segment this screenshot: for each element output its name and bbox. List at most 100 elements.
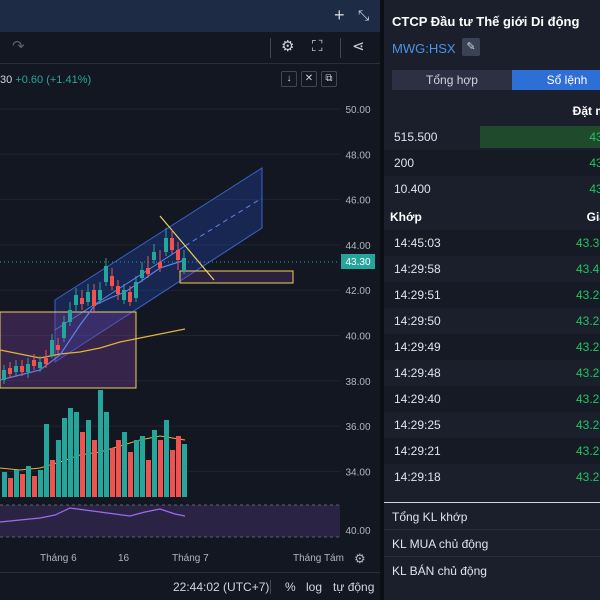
volume-bar	[170, 450, 175, 497]
order-volume: 200	[394, 156, 415, 170]
restore-icon[interactable]: ⧉	[321, 71, 337, 87]
trade-time: 14:29:51	[394, 288, 441, 302]
price-chart[interactable]: 50.00 48.00 46.00 44.00 42.00 40.00 38.00 36.00…	[0, 90, 380, 550]
regression-projection	[184, 197, 263, 247]
volume-bar	[122, 432, 127, 497]
volume-bar	[146, 460, 151, 497]
resistance-box	[179, 270, 294, 284]
volume-bar	[176, 436, 181, 497]
candle-body	[182, 258, 186, 270]
order-row: 515.500 43.	[384, 124, 600, 150]
candle-body	[176, 250, 180, 260]
clock-label: 22:44:02 (UTC+7)	[173, 580, 270, 594]
volume-bar	[38, 470, 43, 497]
chart-pane: + ⤡ ↷ ⚙ ⛶ ⋖ 30 +0.60 (+1.41%) ↓ ✕ ⧉	[0, 0, 380, 594]
toolbar-divider	[270, 38, 271, 58]
trade-row: 14:29:51 43.20	[384, 282, 600, 308]
down-arrow-icon[interactable]: ↓	[281, 71, 297, 87]
volume-bar	[140, 436, 145, 497]
summary-row: KL MUA chủ động	[384, 529, 600, 555]
trade-row: 14:29:21 43.20	[384, 438, 600, 464]
order-price: 43.	[589, 130, 600, 144]
plus-icon[interactable]: +	[334, 5, 345, 25]
axis-settings-icon[interactable]: ⚙	[354, 551, 366, 566]
candle-body	[2, 370, 6, 380]
trade-time: 14:29:50	[394, 314, 441, 328]
quote-readout: 30 +0.60 (+1.41%)	[0, 74, 91, 86]
summary-label: KL MUA chủ động	[392, 537, 489, 551]
toolbar-divider	[340, 38, 341, 58]
candle-body	[164, 238, 168, 252]
candle-body	[86, 292, 90, 302]
current-price-label: 43.30	[345, 257, 370, 268]
trade-price: 43.20	[575, 444, 600, 458]
candle-body	[152, 252, 156, 260]
price-tick-label: 42.00	[345, 286, 370, 297]
auto-scale-button[interactable]: tự động	[333, 580, 375, 594]
candle-body	[44, 358, 48, 364]
ticker-symbol[interactable]: MWG:HSX	[392, 41, 456, 56]
candle-body	[122, 290, 126, 300]
trade-time: 14:29:49	[394, 340, 441, 354]
summary-row: Tổng KL khớp	[384, 502, 600, 528]
volume-bar	[62, 418, 67, 497]
share-icon[interactable]: ⋖	[352, 38, 365, 55]
rsi-line	[0, 507, 186, 523]
time-tick: Tháng 6	[40, 553, 77, 564]
volume-bar	[116, 440, 121, 497]
trade-price: 43.20	[575, 470, 600, 484]
trades-price-header: Giá	[586, 210, 600, 224]
candle-body	[74, 295, 78, 305]
price-axis: 50.00 48.00 46.00 44.00 42.00 40.00 38.00 36.00…	[345, 105, 370, 478]
candle-body	[158, 262, 162, 268]
candle-body	[62, 322, 66, 338]
volume-bar	[86, 420, 91, 497]
edit-icon[interactable]: ✎	[462, 38, 480, 56]
time-tick: Tháng 7	[172, 553, 209, 564]
volume-bar	[44, 424, 49, 497]
close-icon[interactable]: ✕	[301, 71, 317, 87]
trades-header-row: Khớp Giá	[384, 204, 600, 230]
price-tick-label: 50.00	[345, 105, 370, 116]
candle-body	[50, 340, 54, 355]
order-header-row: Đặt m	[384, 98, 600, 124]
trade-row: 14:29:25 43.20	[384, 412, 600, 438]
price-tick-label: 48.00	[345, 150, 370, 161]
summary-row: KL BÁN chủ động	[384, 556, 600, 582]
redo-icon[interactable]: ↷	[12, 38, 25, 55]
price-tick-label: 36.00	[345, 422, 370, 433]
trade-price: 43.40	[575, 262, 600, 276]
trade-price: 43.30	[575, 236, 600, 250]
volume-bar	[92, 440, 97, 497]
collapse-icon[interactable]: ⤡	[358, 7, 370, 23]
candle-body	[116, 286, 120, 294]
candle-body	[140, 270, 144, 278]
candle-body	[98, 290, 102, 300]
bottom-divider	[270, 580, 271, 594]
consolidation-box	[0, 311, 137, 389]
candle-body	[92, 290, 96, 306]
log-scale-button[interactable]: log	[306, 580, 323, 594]
trade-price: 43.20	[575, 288, 600, 302]
candle-body	[146, 268, 150, 274]
chart-grid	[0, 108, 340, 472]
percent-scale-button[interactable]: %	[285, 580, 296, 594]
volume-bar	[110, 448, 115, 497]
candle-body	[38, 362, 42, 368]
rsi-tick-label: 40.00	[345, 526, 370, 537]
tab-summary[interactable]: Tổng hợp	[392, 70, 512, 90]
trade-price: 43.20	[575, 418, 600, 432]
trade-price: 43.20	[575, 340, 600, 354]
volume-bar	[32, 476, 37, 497]
gear-icon[interactable]: ⚙	[281, 38, 295, 55]
trade-price: 43.20	[575, 392, 600, 406]
time-tick: 16	[118, 553, 130, 564]
order-price: 43.	[589, 156, 600, 170]
trades-time-header: Khớp	[390, 210, 422, 224]
price-tick-label: 44.00	[345, 241, 370, 252]
fullscreen-icon[interactable]: ⛶	[312, 38, 323, 55]
tab-order-book[interactable]: Sổ lệnh	[512, 70, 600, 90]
volume-bar	[80, 432, 85, 497]
volume-bar	[158, 440, 163, 497]
candle-body	[32, 360, 36, 366]
